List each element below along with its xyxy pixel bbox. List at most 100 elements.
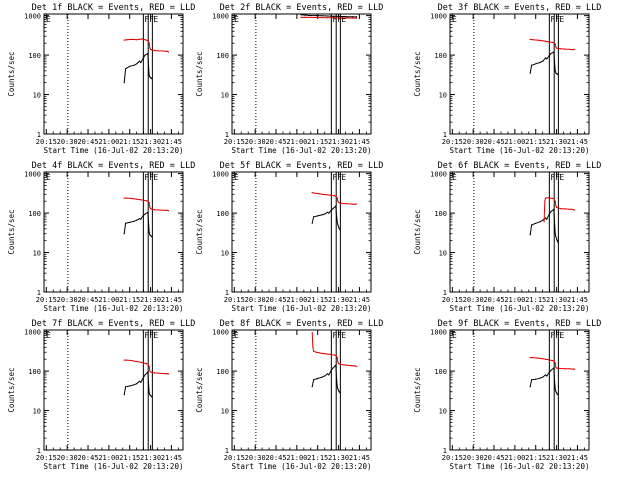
time-marker-label: F [337, 173, 342, 182]
events-data-point [550, 369, 552, 371]
lld-data-point [547, 359, 549, 361]
x-tick-label: 20:45 [77, 296, 98, 304]
events-data-point [328, 212, 330, 214]
lld-data-point [141, 199, 143, 201]
events-data-point [123, 394, 125, 396]
plot-frame [449, 13, 590, 135]
panel-title: Det 7f BLACK = Events, RED = LLD [32, 319, 196, 329]
events-data-point [557, 394, 559, 396]
lld-data-point [158, 209, 160, 211]
time-marker-label: E [341, 15, 346, 24]
x-tick-label: 21:15 [307, 138, 328, 146]
lld-data-point [133, 38, 135, 41]
lld-data-point [166, 209, 168, 211]
lld-data-point [150, 371, 152, 373]
events-data-point [544, 374, 547, 376]
lld-data-point [557, 47, 559, 50]
x-axis-label: Start Time (16-Jul-02 20:13:20) [450, 462, 590, 471]
y-tick-label: 1 [37, 289, 41, 297]
x-tick-label: 20:45 [77, 454, 98, 462]
lld-data-point [123, 197, 125, 199]
lld-data-point [554, 43, 556, 45]
time-marker-label: F [149, 173, 154, 182]
lld-data-point [556, 206, 558, 208]
lld-data-point [351, 17, 354, 19]
lld-data-point [168, 373, 170, 375]
lld-data-point [150, 208, 152, 210]
lld-data-point [557, 367, 559, 369]
panel-title: Det 4f BLACK = Events, RED = LLD [32, 161, 196, 171]
lld-data-point [329, 194, 331, 196]
lld-data-point [311, 192, 313, 194]
time-marker-label: F [149, 331, 154, 340]
lld-data-point [324, 353, 326, 355]
lld-data-point [549, 41, 551, 43]
lld-data-point [130, 359, 132, 362]
y-tick-label: 1 [37, 447, 41, 455]
lld-data-point [529, 357, 531, 359]
lld-data-point [326, 353, 329, 355]
events-data-point [555, 236, 557, 238]
lld-data-point [571, 368, 573, 370]
y-tick-label: 10 [221, 92, 229, 100]
y-tick-label: 1 [225, 289, 229, 297]
x-tick-label: 21:30 [546, 454, 567, 462]
events-data-point [335, 376, 338, 378]
y-tick-label: 1 [225, 131, 229, 139]
x-tick-label: 20:30 [463, 454, 484, 462]
panel-det-7: Det 7f BLACK = Events, RED = LLD 1 10 100 10… [7, 319, 195, 471]
lld-series-line [530, 38, 575, 51]
corner-flag-label: E [452, 15, 457, 24]
plot-frame [231, 329, 372, 451]
events-data-point [313, 216, 315, 218]
plot-frame [231, 171, 372, 293]
events-data-point [148, 75, 150, 77]
lld-data-point [149, 370, 151, 372]
y-tick-label: 1000 [212, 329, 229, 337]
lld-data-point [560, 208, 562, 210]
lld-data-point [149, 47, 151, 49]
lld-series-line [124, 38, 169, 53]
plot-frame [43, 13, 184, 135]
lld-data-point [571, 49, 573, 51]
time-marker-label: F [555, 173, 560, 182]
lld-data-point [340, 17, 342, 19]
events-series-line [300, 14, 357, 18]
plot-frame [231, 13, 372, 135]
events-data-point [531, 64, 533, 66]
plot-frame [43, 171, 184, 293]
x-tick-label: 21:45 [567, 296, 588, 304]
x-tick-label: 20:45 [483, 138, 504, 146]
lld-data-point [310, 16, 312, 18]
lld-data-point [539, 39, 541, 42]
events-data-point [557, 241, 559, 244]
x-tick-label: 20:30 [463, 138, 484, 146]
events-data-point [136, 383, 138, 385]
y-tick-label: 1000 [212, 171, 229, 179]
lld-data-point [342, 202, 344, 205]
lld-data-point [571, 208, 573, 210]
lld-data-point [564, 48, 566, 50]
events-data-point [556, 238, 558, 240]
lld-data-point [356, 203, 358, 205]
events-data-point [338, 226, 340, 228]
x-tick-label: 21:00 [504, 138, 525, 146]
lld-data-point [338, 363, 340, 365]
events-data-point [336, 386, 338, 388]
time-marker-label: F [337, 331, 342, 340]
x-tick-label: 21:15 [119, 296, 140, 304]
lld-data-point [130, 38, 132, 41]
y-tick-label: 100 [216, 52, 229, 60]
lld-data-point [553, 360, 555, 362]
y-tick-label: 10 [439, 92, 447, 100]
corner-flag-label: E [46, 15, 51, 24]
panel-title: Det 5f BLACK = Events, RED = LLD [220, 161, 384, 171]
lld-data-point [126, 359, 128, 361]
time-marker-label: E [559, 331, 564, 340]
events-data-point [148, 392, 150, 394]
events-data-point [338, 228, 340, 230]
y-tick-label: 1000 [24, 13, 41, 21]
x-tick-label: 20:45 [77, 138, 98, 146]
lld-data-point [165, 209, 167, 211]
